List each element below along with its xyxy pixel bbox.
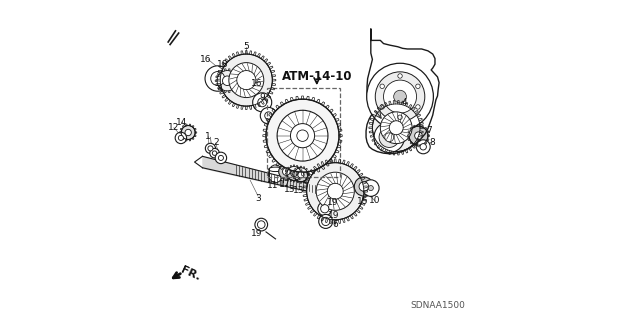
Circle shape	[291, 123, 315, 148]
Text: ATM-14-10: ATM-14-10	[282, 70, 352, 84]
Circle shape	[175, 132, 187, 144]
Circle shape	[318, 202, 332, 216]
Text: 14: 14	[176, 117, 188, 127]
Circle shape	[316, 172, 355, 210]
Circle shape	[307, 163, 364, 220]
Circle shape	[374, 122, 404, 152]
Circle shape	[215, 152, 227, 164]
Text: 18: 18	[218, 60, 229, 69]
Circle shape	[291, 170, 297, 177]
Circle shape	[223, 76, 232, 85]
Text: 5: 5	[243, 42, 249, 51]
Text: 19: 19	[252, 229, 263, 238]
Circle shape	[282, 168, 290, 175]
Circle shape	[229, 63, 264, 98]
Circle shape	[205, 143, 216, 153]
Text: 16: 16	[200, 55, 211, 64]
Circle shape	[208, 146, 213, 151]
Circle shape	[294, 168, 308, 182]
Text: 7: 7	[427, 126, 433, 135]
Text: 2: 2	[213, 138, 219, 147]
Circle shape	[277, 110, 328, 161]
Text: 4: 4	[401, 98, 407, 107]
Circle shape	[265, 112, 273, 120]
Circle shape	[220, 54, 273, 106]
Text: 9: 9	[259, 93, 265, 102]
Circle shape	[211, 71, 225, 85]
Text: 19: 19	[327, 198, 339, 207]
Circle shape	[372, 104, 420, 152]
Circle shape	[237, 70, 256, 90]
Circle shape	[383, 80, 417, 113]
Circle shape	[321, 204, 329, 213]
Circle shape	[258, 98, 267, 107]
Circle shape	[205, 66, 230, 91]
Circle shape	[287, 167, 301, 181]
Circle shape	[355, 177, 373, 196]
Text: 6: 6	[332, 220, 338, 229]
Circle shape	[319, 214, 333, 228]
Circle shape	[255, 218, 268, 231]
Circle shape	[218, 155, 223, 160]
Circle shape	[362, 180, 379, 196]
Circle shape	[394, 90, 406, 103]
Circle shape	[298, 172, 304, 178]
Circle shape	[321, 217, 330, 226]
Circle shape	[380, 105, 385, 109]
Circle shape	[416, 84, 420, 88]
Circle shape	[379, 127, 399, 147]
Circle shape	[257, 221, 265, 228]
Circle shape	[385, 133, 394, 142]
Circle shape	[367, 63, 433, 130]
Circle shape	[398, 74, 403, 78]
Circle shape	[380, 84, 385, 88]
Text: 13: 13	[284, 184, 296, 194]
Circle shape	[416, 140, 430, 154]
Circle shape	[185, 129, 191, 136]
Circle shape	[416, 105, 420, 109]
Circle shape	[368, 186, 373, 191]
Circle shape	[409, 126, 428, 145]
Circle shape	[389, 121, 403, 135]
Text: 17: 17	[278, 181, 290, 189]
Ellipse shape	[269, 167, 282, 172]
Circle shape	[420, 144, 426, 150]
Circle shape	[359, 182, 369, 191]
Circle shape	[253, 93, 272, 112]
Text: 15: 15	[357, 197, 369, 206]
Text: 3: 3	[255, 194, 261, 203]
Bar	[267, 88, 340, 177]
Text: 11: 11	[267, 181, 278, 190]
Circle shape	[398, 115, 403, 120]
Text: 12: 12	[168, 123, 180, 132]
Circle shape	[375, 72, 425, 122]
Circle shape	[210, 148, 220, 158]
Circle shape	[179, 135, 184, 140]
Circle shape	[297, 130, 308, 141]
Text: 13: 13	[292, 186, 304, 195]
Text: FR.: FR.	[180, 265, 202, 283]
Text: 8: 8	[429, 137, 435, 146]
Text: 1: 1	[205, 132, 211, 141]
Circle shape	[278, 164, 294, 179]
Circle shape	[266, 99, 339, 172]
Circle shape	[327, 183, 343, 199]
Circle shape	[260, 108, 277, 124]
Circle shape	[212, 151, 217, 155]
Text: SDNAA1500: SDNAA1500	[410, 301, 465, 310]
Text: 10: 10	[369, 196, 381, 205]
Circle shape	[181, 125, 195, 139]
Text: 19: 19	[328, 211, 339, 219]
Circle shape	[217, 70, 237, 91]
Text: 16: 16	[251, 79, 262, 88]
Circle shape	[415, 132, 422, 139]
Circle shape	[380, 112, 412, 144]
Ellipse shape	[269, 165, 282, 183]
